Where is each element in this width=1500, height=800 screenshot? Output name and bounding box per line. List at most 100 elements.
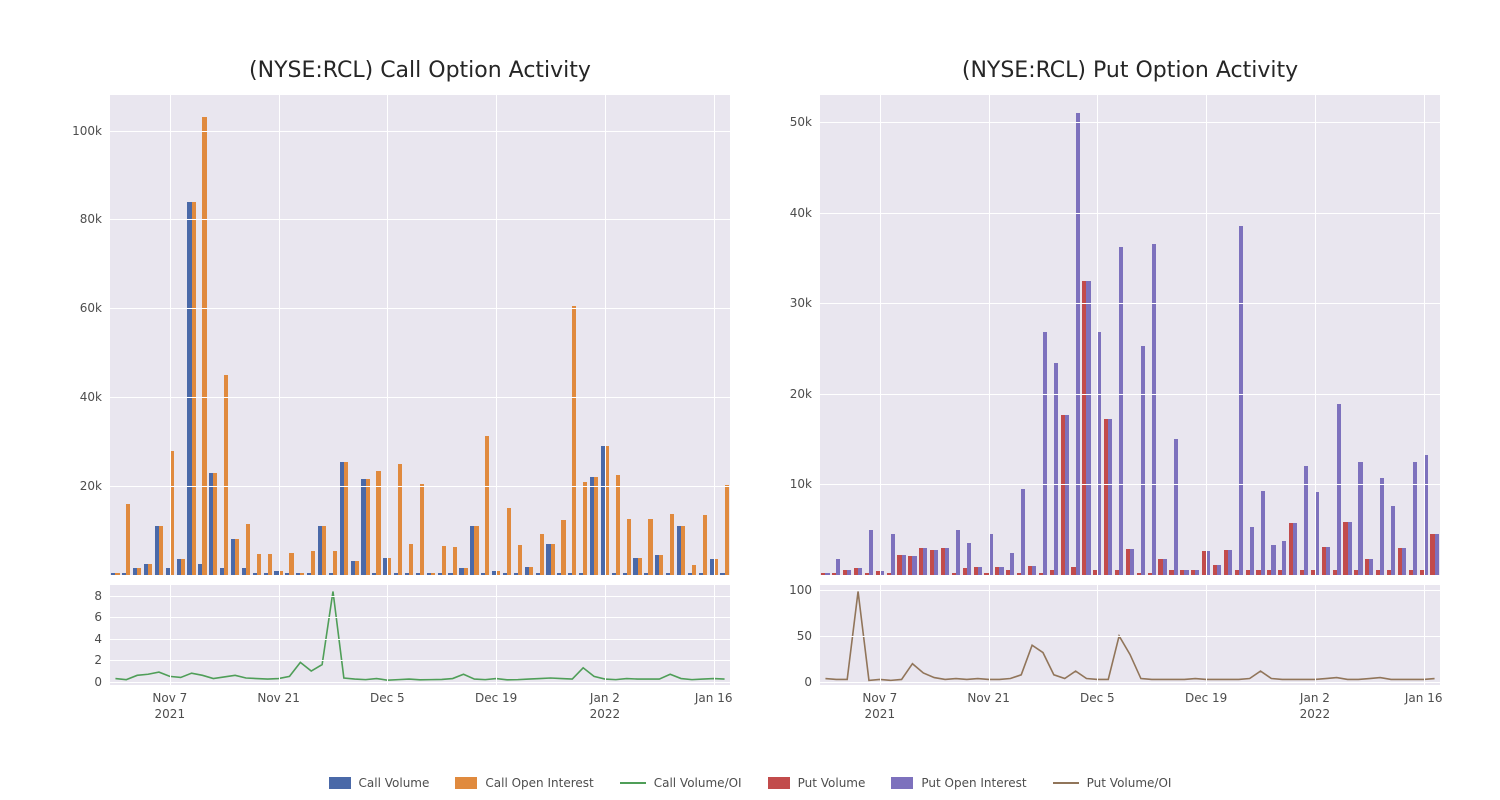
- bar-open-interest: [1184, 570, 1188, 575]
- bar-open-interest: [1108, 419, 1112, 575]
- gridline: [989, 95, 990, 575]
- bar-open-interest: [594, 477, 598, 575]
- bar-open-interest: [322, 526, 326, 575]
- gridline: [820, 590, 1440, 591]
- bar-open-interest: [355, 561, 359, 575]
- bar-open-interest: [703, 515, 707, 575]
- bar-open-interest: [836, 559, 840, 575]
- bar-open-interest: [912, 556, 916, 575]
- bar-open-interest: [213, 473, 217, 575]
- bar-open-interest: [978, 567, 982, 575]
- x-tick-label: Jan 16: [695, 691, 733, 705]
- gridline: [989, 585, 990, 685]
- bar-open-interest: [1174, 439, 1178, 575]
- bar-open-interest: [1130, 549, 1134, 575]
- y-tick-label: 20k: [790, 387, 812, 401]
- gridline: [880, 95, 881, 575]
- bar-open-interest: [1435, 534, 1439, 575]
- x-tick-label: Nov 7: [862, 691, 897, 705]
- bar-open-interest: [507, 508, 511, 575]
- bar-open-interest: [268, 554, 272, 575]
- gridline: [605, 585, 606, 685]
- right-bars-layer: [820, 95, 1440, 575]
- gridline: [820, 636, 1440, 637]
- bar-open-interest: [1141, 346, 1145, 575]
- bar-open-interest: [1250, 527, 1254, 575]
- gridline: [496, 95, 497, 575]
- bar-open-interest: [1163, 559, 1167, 575]
- bar-open-interest: [1271, 545, 1275, 575]
- gridline: [110, 617, 730, 618]
- bar-open-interest: [1337, 404, 1341, 575]
- bar-open-interest: [344, 462, 348, 575]
- gridline: [496, 585, 497, 685]
- y-tick-label: 10k: [790, 477, 812, 491]
- gridline: [110, 397, 730, 398]
- bar-open-interest: [692, 565, 696, 575]
- bar-open-interest: [235, 539, 239, 575]
- legend-item: Call Open Interest: [455, 776, 593, 790]
- gridline: [1206, 585, 1207, 685]
- x-tick-label: Dec 5: [1080, 691, 1115, 705]
- y-tick-label: 8: [94, 589, 102, 603]
- bar-open-interest: [583, 482, 587, 575]
- x-tick-label: Jan 2: [590, 691, 620, 705]
- left-bar-plot: 20k40k60k80k100k: [110, 95, 730, 575]
- legend-label: Call Volume/OI: [654, 776, 742, 790]
- bar-open-interest: [453, 547, 457, 575]
- y-tick-label: 80k: [80, 212, 102, 226]
- bar-open-interest: [289, 553, 293, 575]
- bar-open-interest: [1304, 466, 1308, 575]
- legend-label: Put Volume: [798, 776, 866, 790]
- legend-swatch: [768, 777, 790, 789]
- legend-swatch: [455, 777, 477, 789]
- bar-open-interest: [1228, 550, 1232, 575]
- bar-open-interest: [1282, 541, 1286, 575]
- bar-open-interest: [638, 558, 642, 575]
- legend-item: Call Volume: [329, 776, 430, 790]
- left-ratio-line: [110, 585, 730, 685]
- bar-open-interest: [409, 544, 413, 575]
- y-tick-label: 0: [804, 675, 812, 689]
- x-tick-label: Dec 19: [1185, 691, 1227, 705]
- bar-open-interest: [659, 555, 663, 575]
- figure: (NYSE:RCL) Call Option Activity (NYSE:RC…: [0, 0, 1500, 800]
- bar-open-interest: [725, 485, 729, 575]
- bar-open-interest: [246, 524, 250, 575]
- bar-open-interest: [1293, 523, 1297, 575]
- bar-open-interest: [1152, 244, 1156, 575]
- legend-item: Put Open Interest: [891, 776, 1026, 790]
- ratio-line: [115, 591, 724, 680]
- gridline: [820, 303, 1440, 304]
- bar-open-interest: [847, 570, 851, 575]
- gridline: [279, 585, 280, 685]
- bar-open-interest: [257, 554, 261, 575]
- gridline: [279, 95, 280, 575]
- bar-open-interest: [1119, 247, 1123, 575]
- bar-open-interest: [181, 559, 185, 575]
- x-tick-label: Nov 7: [152, 691, 187, 705]
- legend-item: Call Volume/OI: [620, 776, 742, 790]
- bar-open-interest: [1380, 478, 1384, 575]
- gridline: [1097, 95, 1098, 575]
- gridline: [1424, 585, 1425, 685]
- legend-item: Put Volume/OI: [1053, 776, 1172, 790]
- gridline: [820, 484, 1440, 485]
- bar-open-interest: [366, 479, 370, 575]
- gridline: [1424, 95, 1425, 575]
- bar-open-interest: [923, 548, 927, 575]
- bar-open-interest: [670, 514, 674, 575]
- legend-swatch: [329, 777, 351, 789]
- bar-open-interest: [1239, 226, 1243, 575]
- gridline: [605, 95, 606, 575]
- bar-open-interest: [1348, 522, 1352, 575]
- gridline: [110, 682, 730, 683]
- left-bars-layer: [110, 95, 730, 575]
- gridline: [1097, 585, 1098, 685]
- y-tick-label: 100k: [72, 124, 102, 138]
- legend-label: Put Open Interest: [921, 776, 1026, 790]
- bar-open-interest: [1413, 462, 1417, 575]
- legend-item: Put Volume: [768, 776, 866, 790]
- bar-open-interest: [137, 568, 141, 575]
- bar-open-interest: [540, 534, 544, 575]
